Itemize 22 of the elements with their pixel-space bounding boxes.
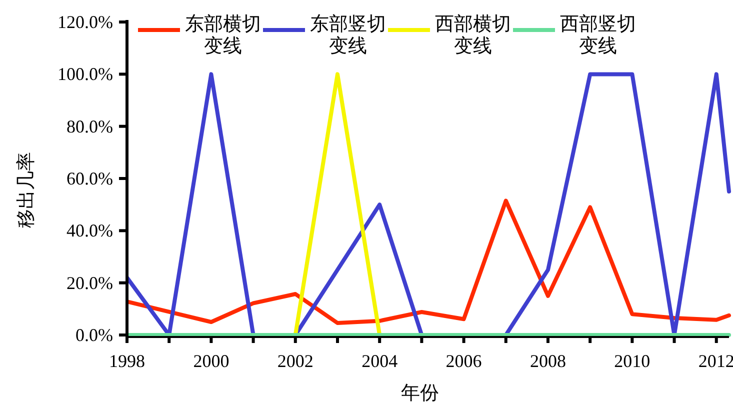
x-tick-label: 2002 xyxy=(277,351,314,371)
legend-label: 西部竖切变线 xyxy=(559,14,637,58)
x-tick-label: 2004 xyxy=(362,351,398,371)
x-tick-label: 2012 xyxy=(698,351,733,371)
y-axis-title: 移出几率 xyxy=(15,152,37,228)
y-tick-label: 40.0% xyxy=(66,220,113,241)
x-tick-label: 2006 xyxy=(446,351,482,371)
y-tick-label: 0.0% xyxy=(76,325,113,345)
legend-label: 东部横切变线 xyxy=(184,14,262,58)
legend-label: 西部横切变线 xyxy=(434,14,512,58)
x-tick-label: 2000 xyxy=(193,351,230,371)
y-tick-label: 120.0% xyxy=(58,12,113,32)
y-tick-label: 60.0% xyxy=(66,168,113,188)
x-tick-label: 2008 xyxy=(530,351,566,371)
legend-label: 东部竖切变线 xyxy=(309,14,387,58)
line-series xyxy=(127,198,731,325)
x-axis-title: 年份 xyxy=(401,383,439,404)
x-tick-label: 2010 xyxy=(614,351,650,371)
y-tick-label: 20.0% xyxy=(66,272,113,293)
y-tick-label: 100.0% xyxy=(58,64,113,84)
y-tick-label: 80.0% xyxy=(66,116,113,136)
x-tick-label: 1998 xyxy=(109,351,145,371)
